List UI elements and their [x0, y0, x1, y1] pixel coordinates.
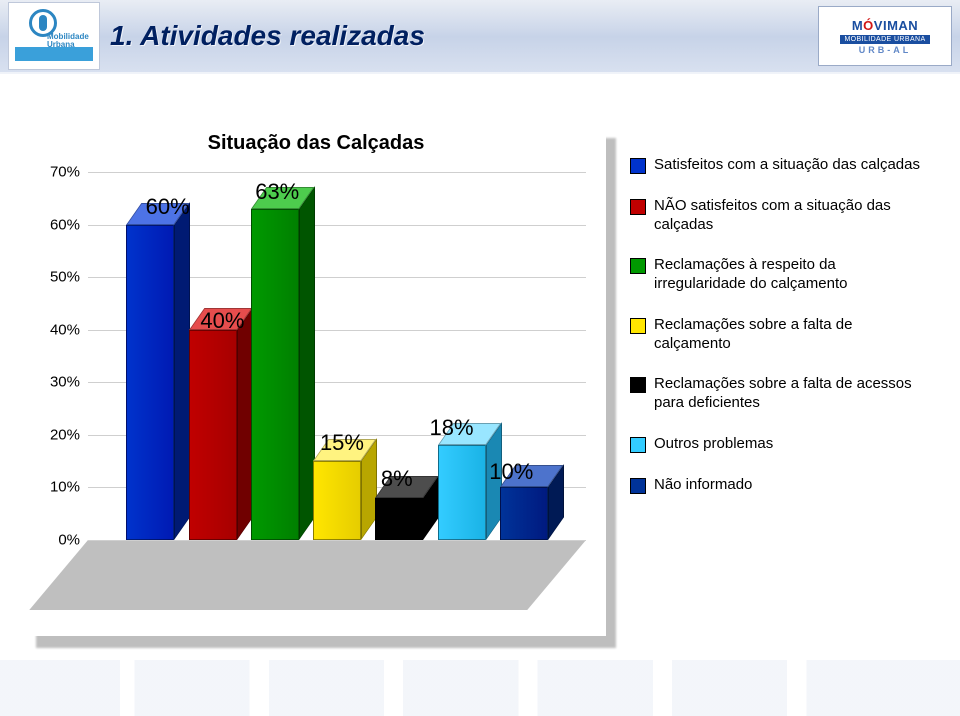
y-tick-label: 10%: [50, 479, 80, 496]
bar-front: [438, 445, 486, 540]
bar-front: [500, 487, 548, 540]
bar: [438, 445, 486, 540]
bar-front: [189, 330, 237, 540]
legend-label: Reclamações à respeito da irregularidade…: [654, 256, 930, 294]
logo-right: MÓVIMAN MOBILIDADE URBANA URB-AL: [818, 6, 952, 66]
chart-plot: 60%40%63%15%8%18%10% 0%10%20%30%40%50%60…: [88, 172, 586, 610]
bar-value-label: 60%: [146, 194, 190, 220]
bar-value-label: 15%: [320, 430, 364, 456]
bar-value-label: 63%: [255, 179, 299, 205]
y-tick-label: 0%: [58, 532, 80, 549]
chart-card: Situação das Calçadas 60% 40% 63% 15% 8% 18% 1…: [26, 126, 606, 636]
legend-swatch: [630, 158, 646, 174]
bar: [189, 330, 237, 540]
y-tick-label: 40%: [50, 321, 80, 338]
logo-left: Mobilidade Urbana: [8, 2, 100, 70]
legend-label: Não informado: [654, 476, 930, 495]
legend-swatch: [630, 377, 646, 393]
legend-swatch: [630, 318, 646, 334]
chart-bars: 60% 40% 63% 15% 8% 18% 10%: [88, 172, 586, 540]
chart-title: Situação das Calçadas: [26, 132, 606, 155]
bar-value-label: 40%: [200, 308, 244, 334]
legend-swatch: [630, 258, 646, 274]
y-tick-label: 20%: [50, 426, 80, 443]
y-tick-label: 50%: [50, 269, 80, 286]
legend-item: NÃO satisfeitos com a situação das calça…: [630, 197, 930, 235]
legend-label: Reclamações sobre a falta de calçamento: [654, 316, 930, 354]
chart-area: Situação das Calçadas 60% 40% 63% 15% 8% 18% 1…: [26, 126, 936, 636]
legend-item: Reclamações sobre a falta de calçamento: [630, 316, 930, 354]
bar-front: [375, 498, 423, 540]
chart-floor: [29, 540, 586, 610]
logo-right-line3: URB-AL: [859, 45, 912, 55]
legend-item: Não informado: [630, 476, 930, 495]
legend-label: Reclamações sobre a falta de acessos par…: [654, 375, 930, 413]
legend-swatch: [630, 478, 646, 494]
y-tick-label: 70%: [50, 164, 80, 181]
y-tick-label: 60%: [50, 216, 80, 233]
legend-item: Reclamações à respeito da irregularidade…: [630, 256, 930, 294]
bar: [251, 209, 299, 540]
bar: [126, 225, 174, 540]
bar-value-label: 8%: [381, 466, 413, 492]
legend-swatch: [630, 199, 646, 215]
logo-left-stripe: [15, 47, 93, 61]
bar-front: [313, 461, 361, 540]
page-title: 1. Atividades realizadas: [110, 20, 425, 52]
bar-front: [251, 209, 299, 540]
legend-item: Outros problemas: [630, 435, 930, 454]
bar: [500, 487, 548, 540]
bar-value-label: 10%: [489, 459, 533, 485]
legend-item: Satisfeitos com a situação das calçadas: [630, 156, 930, 175]
logo-right-line1: MÓVIMAN: [852, 18, 918, 33]
slide: Mobilidade Urbana MÓVIMAN MOBILIDADE URB…: [0, 0, 960, 716]
legend-label: Satisfeitos com a situação das calçadas: [654, 156, 930, 175]
bar-value-label: 18%: [430, 415, 474, 441]
chart-legend: Satisfeitos com a situação das calçadas N…: [630, 156, 930, 516]
footer-decoration: [0, 660, 960, 716]
bar: [375, 498, 423, 540]
bar-front: [126, 225, 174, 540]
legend-item: Reclamações sobre a falta de acessos par…: [630, 375, 930, 413]
gridline: [88, 540, 586, 541]
legend-label: Outros problemas: [654, 435, 930, 454]
legend-swatch: [630, 437, 646, 453]
y-tick-label: 30%: [50, 374, 80, 391]
logo-right-line2: MOBILIDADE URBANA: [840, 35, 929, 44]
bar: [313, 461, 361, 540]
legend-label: NÃO satisfeitos com a situação das calça…: [654, 197, 930, 235]
